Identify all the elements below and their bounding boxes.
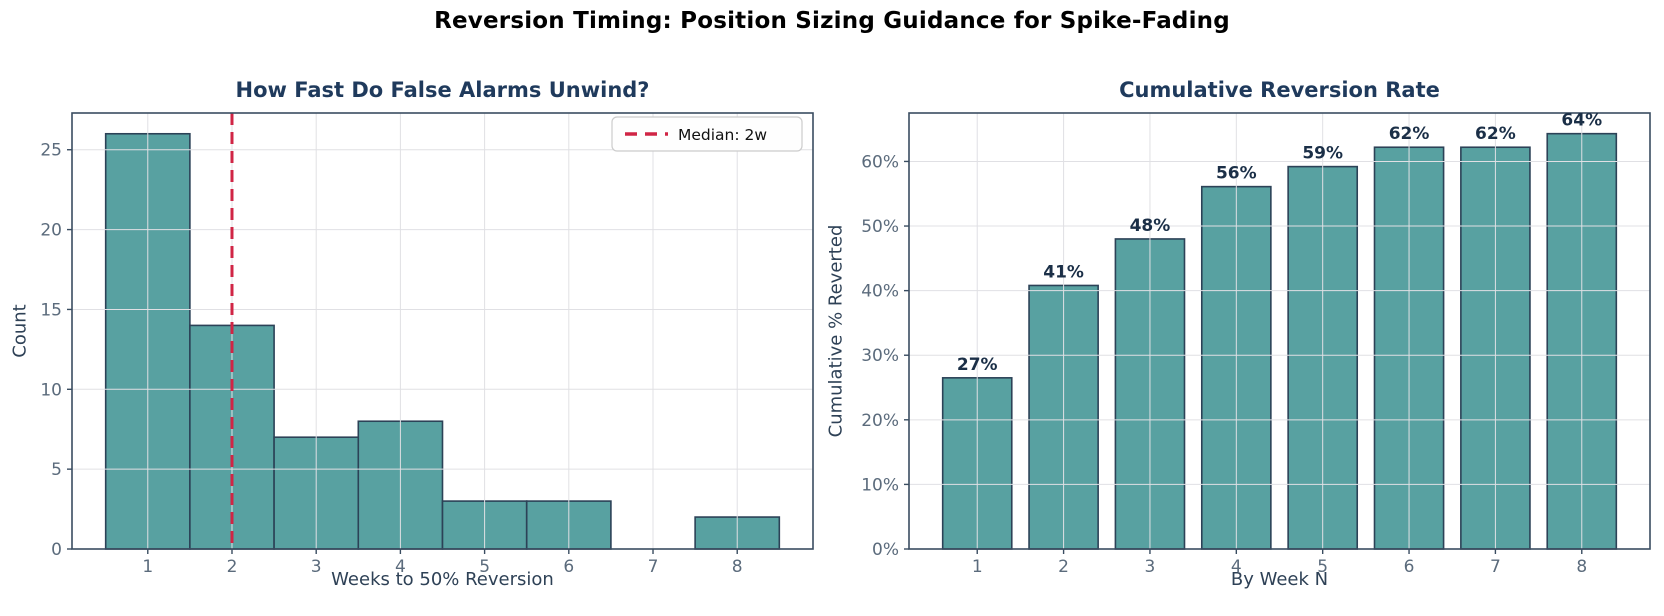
y-tick-label: 40% <box>861 282 899 302</box>
axes-frame <box>71 112 814 550</box>
y-tick-label: 60% <box>861 152 899 172</box>
bar-value-label: 62% <box>1475 124 1516 144</box>
x-tick-label: 8 <box>732 557 743 577</box>
x-tick-label: 7 <box>648 557 659 577</box>
x-tick-label: 7 <box>1490 557 1501 577</box>
figure-suptitle: Reversion Timing: Position Sizing Guidan… <box>434 8 1230 34</box>
x-tick-label: 4 <box>1231 557 1242 577</box>
x-tick-label: 2 <box>227 557 238 577</box>
x-tick-label: 4 <box>395 557 406 577</box>
histogram-ylabel: Count <box>9 304 31 358</box>
x-tick-label: 3 <box>1145 557 1156 577</box>
y-tick-label: 20% <box>861 411 899 431</box>
bar-value-label: 64% <box>1561 111 1602 131</box>
x-tick-label: 5 <box>479 557 490 577</box>
histogram-title: How Fast Do False Alarms Unwind? <box>235 78 650 102</box>
x-tick-label: 2 <box>1058 557 1069 577</box>
x-tick-label: 1 <box>142 557 153 577</box>
y-tick-label: 50% <box>861 217 899 237</box>
x-tick-label: 6 <box>1404 557 1415 577</box>
cumulative-title: Cumulative Reversion Rate <box>1119 78 1440 102</box>
legend-label: Median: 2w <box>678 126 767 144</box>
cumulative-ylabel: Cumulative % Reverted <box>825 224 847 438</box>
y-tick-label: 25 <box>40 141 62 161</box>
y-tick-label: 0% <box>872 540 899 560</box>
bar-value-label: 48% <box>1130 216 1171 236</box>
histogram-xlabel: Weeks to 50% Reversion <box>331 569 554 590</box>
y-tick-label: 10% <box>861 475 899 495</box>
bar-value-label: 41% <box>1043 262 1084 282</box>
axes-frame <box>908 112 1651 550</box>
x-tick-label: 8 <box>1576 557 1587 577</box>
y-tick-label: 30% <box>861 346 899 366</box>
bar-value-label: 56% <box>1216 164 1257 184</box>
y-tick-label: 10 <box>40 380 62 400</box>
bar-value-label: 27% <box>957 355 998 375</box>
y-tick-label: 5 <box>51 460 62 480</box>
y-tick-label: 20 <box>40 221 62 241</box>
cumulative-xlabel: By Week N <box>1230 569 1329 590</box>
legend-box <box>611 116 803 152</box>
x-tick-label: 1 <box>972 557 983 577</box>
x-tick-label: 5 <box>1317 557 1328 577</box>
x-tick-label: 6 <box>563 557 574 577</box>
y-tick-label: 0 <box>51 540 62 560</box>
y-tick-label: 15 <box>40 300 62 320</box>
bar-value-label: 62% <box>1389 124 1430 144</box>
x-tick-label: 3 <box>311 557 322 577</box>
bar-value-label: 59% <box>1302 144 1343 164</box>
